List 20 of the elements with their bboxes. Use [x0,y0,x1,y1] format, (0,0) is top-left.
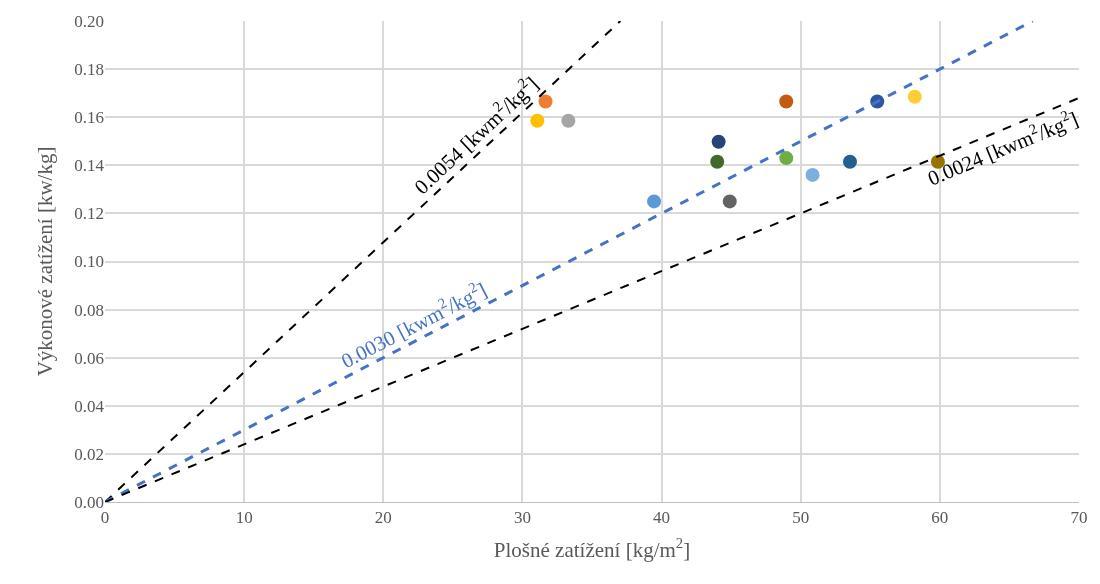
x-tick-label: 20 [374,508,392,528]
y-tick-label: 0.18 [74,60,104,80]
y-tick-label: 0.14 [74,156,105,176]
x-tick-label: 40 [653,508,671,528]
y-tick-label: 0.12 [74,204,104,224]
text: 0.0024 [kwm$^{2}$/kg$^{2}$] [923,104,1082,191]
x-tick-label: 70 [1070,508,1088,528]
y-tick-label: 0.10 [74,252,104,272]
y-tick-label: 0.16 [74,108,104,128]
x-tick-label: 30 [513,508,531,528]
y-tick-label: 0.02 [74,444,104,464]
x-tick-label: 10 [235,508,253,528]
x-tick-label: 60 [931,508,949,528]
x-axis-title: Plošné zatížení [kg/m$^{2}$] [493,534,691,562]
y-tick-label: 0.04 [74,396,105,416]
y-tick-label: 0.20 [74,11,104,31]
x-tick-label: 50 [792,508,810,528]
y-tick-label: 0.06 [74,348,104,368]
y-axis-title: Výkonové zatížení [kw/kg] [33,146,58,377]
y-tick-label: 0.08 [74,300,104,320]
